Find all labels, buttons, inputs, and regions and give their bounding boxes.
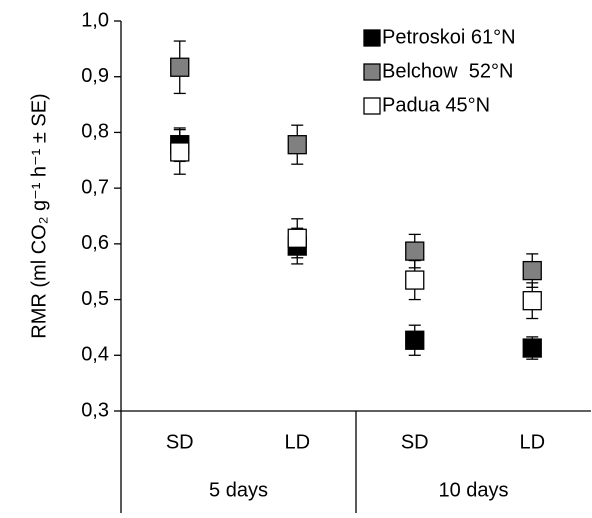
point (287, 135, 307, 155)
point (170, 142, 190, 162)
legend-marker (363, 29, 381, 47)
x-tick-label: LD (284, 431, 310, 453)
y-tick-label: 1,0 (81, 9, 109, 31)
point (522, 291, 542, 311)
legend-label: Petroskoi 61°N (382, 26, 516, 48)
x-tick-label: SD (166, 431, 194, 453)
y-tick-label: 0,9 (81, 65, 109, 87)
y-tick-label: 0,8 (81, 121, 109, 143)
legend-marker (363, 97, 381, 115)
y-tick-label: 0,5 (81, 288, 109, 310)
y-tick-label: 0,4 (81, 344, 109, 366)
y-axis-label: RMR (ml CO₂ g⁻¹ h⁻¹ ± SE) (28, 93, 50, 338)
legend-marker (363, 63, 381, 81)
point (405, 241, 425, 261)
point (522, 260, 542, 281)
point (405, 270, 425, 290)
group-label: 10 days (438, 479, 508, 501)
legend-label: Belchow 52°N (382, 60, 513, 82)
y-tick-label: 0,3 (81, 399, 109, 421)
point (170, 57, 190, 77)
x-tick-label: LD (519, 431, 545, 453)
group-label: 5 days (209, 479, 268, 501)
point (405, 330, 425, 350)
y-tick-label: 0,7 (81, 176, 109, 198)
legend-label: Padua 45°N (382, 94, 490, 116)
x-tick-label: SD (401, 431, 429, 453)
point (287, 228, 307, 248)
y-tick-label: 0,6 (81, 232, 109, 254)
point (522, 338, 542, 358)
